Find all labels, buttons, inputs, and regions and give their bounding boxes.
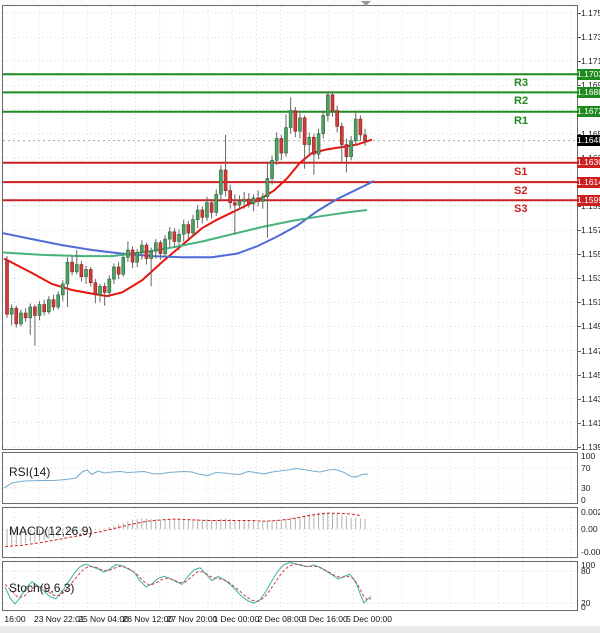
axis-tick-mark xyxy=(578,447,581,448)
time-axis[interactable]: 16:00 23 Nov 22:01 25 Nov 04:00 26 Nov 12:0… xyxy=(0,612,578,626)
stochastic-panel[interactable]: Stoch(9,6,3) xyxy=(2,561,578,611)
price-tick-label: 1.14750 xyxy=(581,345,600,356)
axis-tick-mark xyxy=(578,85,581,87)
price-scale-axis[interactable]: 1.17535 1.17335 1.17140 1.16940 1.16540 1.163… xyxy=(577,0,600,626)
time-tick-label: 27 Nov 20:00 xyxy=(166,614,218,624)
level-price-badge-sup: 1.16300 xyxy=(577,157,600,169)
axis-tick-mark xyxy=(578,37,581,39)
macd-scale-label: 0.00 xyxy=(581,524,598,535)
axis-tick-mark xyxy=(578,13,581,14)
time-tick-label: 2 Dec 08:00 xyxy=(257,614,304,624)
axis-tick-mark xyxy=(578,278,581,280)
axis-tick-mark xyxy=(578,230,581,231)
price-tick-label: 1.15150 xyxy=(581,297,600,308)
price-tick-label: 1.14155 xyxy=(581,417,600,428)
macd-scale-label: -0.003124 xyxy=(581,547,600,557)
time-tick-label: 1 Dec 00:00 xyxy=(213,614,260,624)
stoch-scale-label: 0 xyxy=(581,602,586,612)
level-price-badge-sup: 1.16140 xyxy=(577,176,600,188)
moving-average-blue xyxy=(2,180,375,259)
axis-tick-mark xyxy=(578,326,581,328)
axis-tick-mark xyxy=(578,398,581,400)
price-tick-label: 1.15745 xyxy=(581,225,600,235)
price-tick-label: 1.17140 xyxy=(581,55,600,66)
time-tick-label: 3 Dec 16:00 xyxy=(301,614,348,624)
axis-tick-mark xyxy=(578,422,581,424)
stochastic-k-line xyxy=(4,561,372,605)
axis-tick-mark xyxy=(578,350,581,352)
axis-tick-mark xyxy=(578,60,581,62)
rsi-line xyxy=(3,467,369,489)
price-tick-label: 1.16540 xyxy=(581,128,600,139)
axis-tick-mark xyxy=(578,205,581,207)
axis-tick-mark xyxy=(578,302,581,304)
stoch-scale-label: 100 xyxy=(581,560,596,570)
level-price-badge-res: 1.17030 xyxy=(577,68,600,80)
time-tick-label: 5 Dec 00:00 xyxy=(346,614,392,624)
rsi-scale-label: 100 xyxy=(581,451,596,461)
level-price-badge-res: 1.16880 xyxy=(577,86,600,98)
stoch-scale-label: 20 xyxy=(581,598,591,608)
axis-tick-mark xyxy=(578,374,581,376)
moving-average-green xyxy=(2,209,368,258)
rsi-panel[interactable]: RSI(14) xyxy=(2,452,578,504)
price-tick-label: 1.13955 xyxy=(581,442,600,452)
price-tick-label: 1.15345 xyxy=(581,273,600,284)
price-tick-label: 1.14355 xyxy=(581,393,600,404)
stochastic-d-line xyxy=(4,563,372,602)
level-price-badge-res: 1.16720 xyxy=(577,106,600,118)
main-chart-panel[interactable]: R3 R2 R1 S1 S2 S3 xyxy=(2,5,578,450)
time-tick-label: 26 Nov 12:00 xyxy=(122,614,174,624)
level-price-badge-sup: 1.15990 xyxy=(577,194,600,206)
price-tick-label: 1.17535 xyxy=(581,8,600,18)
macd-scale-label: 0.002371 xyxy=(581,507,600,517)
axis-tick-mark xyxy=(578,254,581,256)
axis-tick-mark xyxy=(578,133,581,135)
stoch-scale-label: 80 xyxy=(581,566,591,576)
macd-signal-line xyxy=(4,512,361,548)
price-tick-label: 1.16940 xyxy=(581,80,600,91)
macd-panel[interactable]: MACD(12,26,9) xyxy=(2,507,578,558)
rsi-scale-label: 0 xyxy=(581,495,586,505)
time-tick-label: 25 Nov 04:00 xyxy=(78,614,129,624)
price-tick-label: 1.17335 xyxy=(581,32,600,43)
price-tick-label: 1.15545 xyxy=(581,249,600,260)
candlestick-chart xyxy=(2,5,578,450)
bottom-margin xyxy=(0,626,600,633)
current-price-badge: 1.16482 xyxy=(577,135,600,147)
time-tick-label: 23 Nov 22:01 xyxy=(33,614,85,624)
time-tick-label: 16:00 xyxy=(4,614,26,624)
stochastic-plot xyxy=(2,561,578,611)
price-tick-label: 1.14950 xyxy=(581,321,600,332)
macd-plot xyxy=(2,507,578,558)
rsi-scale-label: 70 xyxy=(581,463,591,473)
price-tick-label: 1.14550 xyxy=(581,369,600,380)
rsi-scale-label: 30 xyxy=(581,483,591,493)
rsi-plot xyxy=(2,452,578,504)
last-bar-marker-icon xyxy=(361,1,371,6)
